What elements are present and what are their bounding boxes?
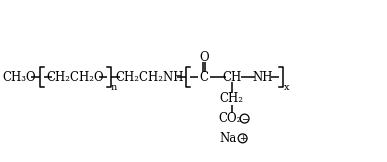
Text: n: n bbox=[111, 83, 117, 93]
Text: CO₂: CO₂ bbox=[218, 112, 241, 125]
Text: CH₂CH₂O: CH₂CH₂O bbox=[47, 70, 104, 84]
Text: CH₂CH₂NH: CH₂CH₂NH bbox=[115, 70, 184, 84]
Text: CH₂: CH₂ bbox=[220, 92, 244, 105]
Text: −: − bbox=[241, 114, 248, 123]
Text: C: C bbox=[200, 70, 209, 84]
Text: +: + bbox=[239, 134, 247, 143]
Text: NH: NH bbox=[252, 70, 273, 84]
Text: x: x bbox=[283, 83, 289, 93]
Text: CH₃O: CH₃O bbox=[2, 70, 36, 84]
Text: Na: Na bbox=[219, 132, 236, 145]
Text: O: O bbox=[199, 51, 209, 64]
Text: CH: CH bbox=[222, 70, 241, 84]
